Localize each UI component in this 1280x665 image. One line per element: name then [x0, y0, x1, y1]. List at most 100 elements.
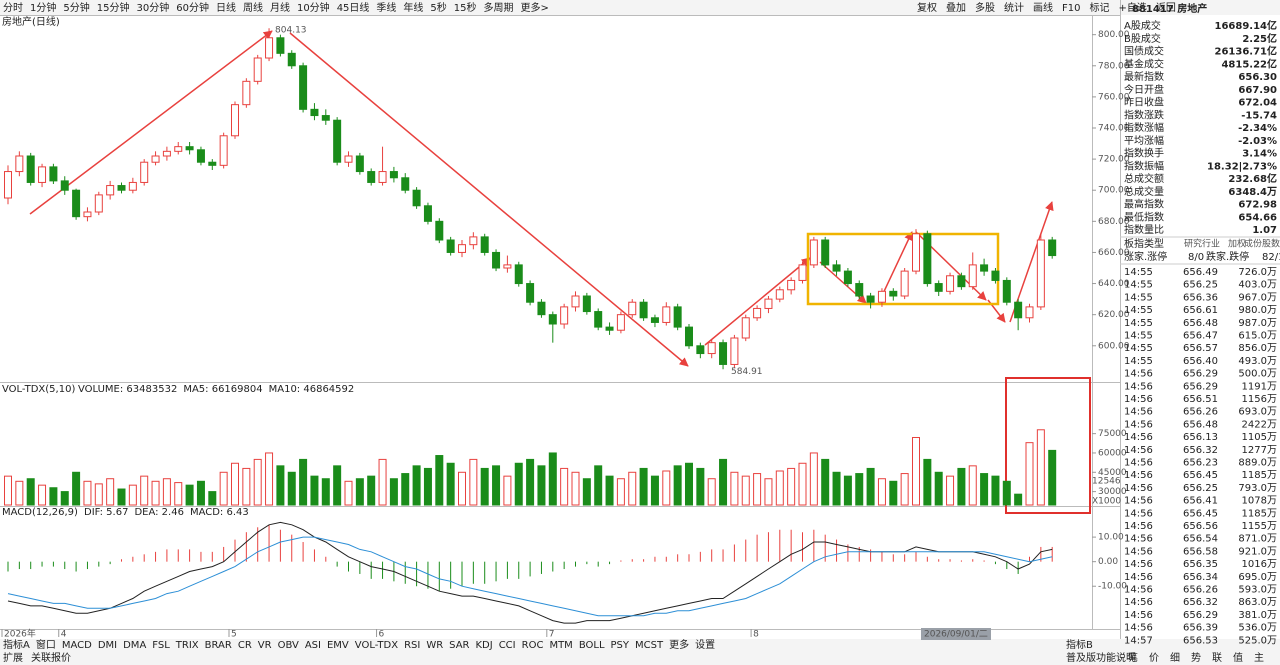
y-tick-label: 620.00	[1098, 310, 1130, 320]
y-tick-label: 10.00	[1098, 533, 1124, 543]
period-tab[interactable]: 月线	[270, 1, 290, 14]
volume-bar	[344, 480, 353, 506]
indicator-tab[interactable]: MCST	[635, 640, 664, 651]
candle-body	[968, 264, 977, 288]
indicator-tab[interactable]: 设置	[695, 639, 715, 651]
indicator-tab[interactable]: FSL	[152, 640, 170, 651]
candle-body	[310, 108, 319, 117]
indicator-tab[interactable]: 指标A	[3, 638, 30, 651]
indicator-tab[interactable]: BOLL	[579, 640, 605, 651]
trade-price: 656.26	[1183, 585, 1218, 596]
tool-button[interactable]: 多股	[975, 1, 995, 14]
volume-bar	[196, 480, 205, 506]
help-link[interactable]: 普及版功能说明	[1066, 651, 1136, 664]
mode-button[interactable]: 价	[1149, 652, 1159, 664]
bottom-tab[interactable]: 扩展	[3, 651, 23, 664]
period-tab[interactable]: 5分钟	[63, 1, 89, 14]
stat-value: -2.03%	[1238, 136, 1277, 147]
indicator-tab[interactable]: OBV	[278, 640, 299, 651]
candle-body	[673, 306, 682, 328]
period-tab[interactable]: 季线	[376, 1, 396, 14]
cursor-box	[921, 628, 991, 640]
y-tick-label: 45000	[1098, 468, 1127, 478]
indicator-tab[interactable]: CCI	[499, 640, 516, 651]
indicator-tab[interactable]: 指标B	[1066, 638, 1093, 651]
mode-button[interactable]: 值	[1233, 651, 1243, 664]
candle-body	[367, 171, 376, 183]
tool-button[interactable]: 复权	[917, 1, 937, 14]
tool-button[interactable]: 返回	[1156, 2, 1176, 14]
tool-button[interactable]: 标记	[1089, 2, 1109, 14]
volume-bar	[968, 465, 977, 506]
period-tab[interactable]: 1分钟	[30, 1, 56, 14]
period-tab[interactable]: 更多>	[521, 1, 549, 14]
bottom-tab[interactable]: 关联报价	[31, 651, 71, 664]
stat-value: 3.14%	[1242, 149, 1277, 160]
macd-line	[7, 536, 1053, 617]
volume-bar	[162, 478, 171, 506]
indicator-tab[interactable]: ASI	[305, 640, 321, 651]
indicator-tab[interactable]: PSY	[611, 640, 630, 651]
candle-body	[469, 236, 478, 246]
volume-bar	[492, 465, 501, 506]
period-tab[interactable]: 周线	[243, 1, 263, 14]
tool-button[interactable]: 叠加	[946, 2, 966, 14]
period-tab[interactable]: 30分钟	[136, 1, 169, 14]
period-tab[interactable]: 10分钟	[297, 1, 330, 14]
candle-body	[560, 306, 569, 325]
tool-button[interactable]: F10	[1062, 3, 1080, 14]
trade-volume: 1016万	[1242, 559, 1277, 570]
tool-button[interactable]: +自选	[1118, 1, 1146, 14]
indicator-tab[interactable]: MACD	[62, 640, 92, 651]
volume-bar	[469, 458, 478, 506]
indicator-tab[interactable]: 更多	[669, 638, 689, 651]
range-box	[806, 232, 1000, 306]
indicator-tab[interactable]: ROC	[522, 640, 544, 651]
trade-volume: 1155万	[1242, 521, 1277, 532]
mode-button[interactable]: 细	[1170, 651, 1180, 664]
trade-volume: 726.0万	[1238, 267, 1277, 278]
candle-body	[980, 264, 989, 272]
indicator-tab[interactable]: DMA	[123, 640, 146, 651]
mode-button[interactable]: 笔	[1128, 651, 1138, 664]
period-tab[interactable]: 分时	[3, 2, 23, 14]
trade-price: 656.29	[1183, 369, 1218, 380]
indicator-tab[interactable]: CR	[238, 640, 252, 651]
indicator-tab[interactable]: TRIX	[175, 640, 199, 651]
period-tab[interactable]: 多周期	[484, 1, 514, 14]
mode-button[interactable]: 势	[1191, 651, 1201, 664]
mode-button[interactable]: 主	[1254, 652, 1264, 664]
trade-time: 14:56	[1124, 381, 1153, 392]
tool-button[interactable]: 统计	[1004, 1, 1024, 14]
indicator-tab[interactable]: 窗口	[36, 638, 56, 651]
trade-volume: 793.0万	[1238, 483, 1277, 494]
candle-body	[889, 290, 898, 297]
indicator-tab[interactable]: KDJ	[475, 640, 492, 651]
period-tab[interactable]: 45日线	[337, 1, 370, 14]
indicator-tab[interactable]: VOL-TDX	[355, 640, 398, 651]
stat-value: 656.30	[1238, 72, 1277, 83]
candle-body	[741, 317, 750, 339]
indicator-tab[interactable]: MTM	[549, 640, 572, 651]
indicator-tab[interactable]: EMV	[327, 640, 349, 651]
trade-price: 656.23	[1183, 458, 1218, 469]
period-tab[interactable]: 15秒	[454, 1, 477, 14]
period-tab[interactable]: 5秒	[430, 1, 446, 14]
candle-body	[106, 185, 115, 196]
volume-bar	[696, 467, 705, 506]
period-tab[interactable]: 年线	[403, 1, 423, 14]
period-tab[interactable]: 60分钟	[176, 1, 209, 14]
period-tab[interactable]: 15分钟	[97, 1, 130, 14]
indicator-tab[interactable]: DMI	[98, 640, 117, 651]
trade-volume: 695.0万	[1238, 572, 1277, 583]
indicator-tab[interactable]: BRAR	[205, 640, 232, 651]
indicator-tab[interactable]: VR	[258, 640, 272, 651]
mode-button[interactable]: 联	[1212, 652, 1222, 664]
volume-bar	[503, 475, 512, 506]
indicator-tab[interactable]: WR	[426, 640, 443, 651]
tool-button[interactable]: 画线	[1033, 1, 1053, 14]
indicator-tab[interactable]: SAR	[449, 640, 469, 651]
period-tab[interactable]: 日线	[216, 1, 236, 14]
indicator-tab[interactable]: RSI	[404, 640, 420, 651]
y-tick-label: 680.00	[1098, 217, 1130, 227]
